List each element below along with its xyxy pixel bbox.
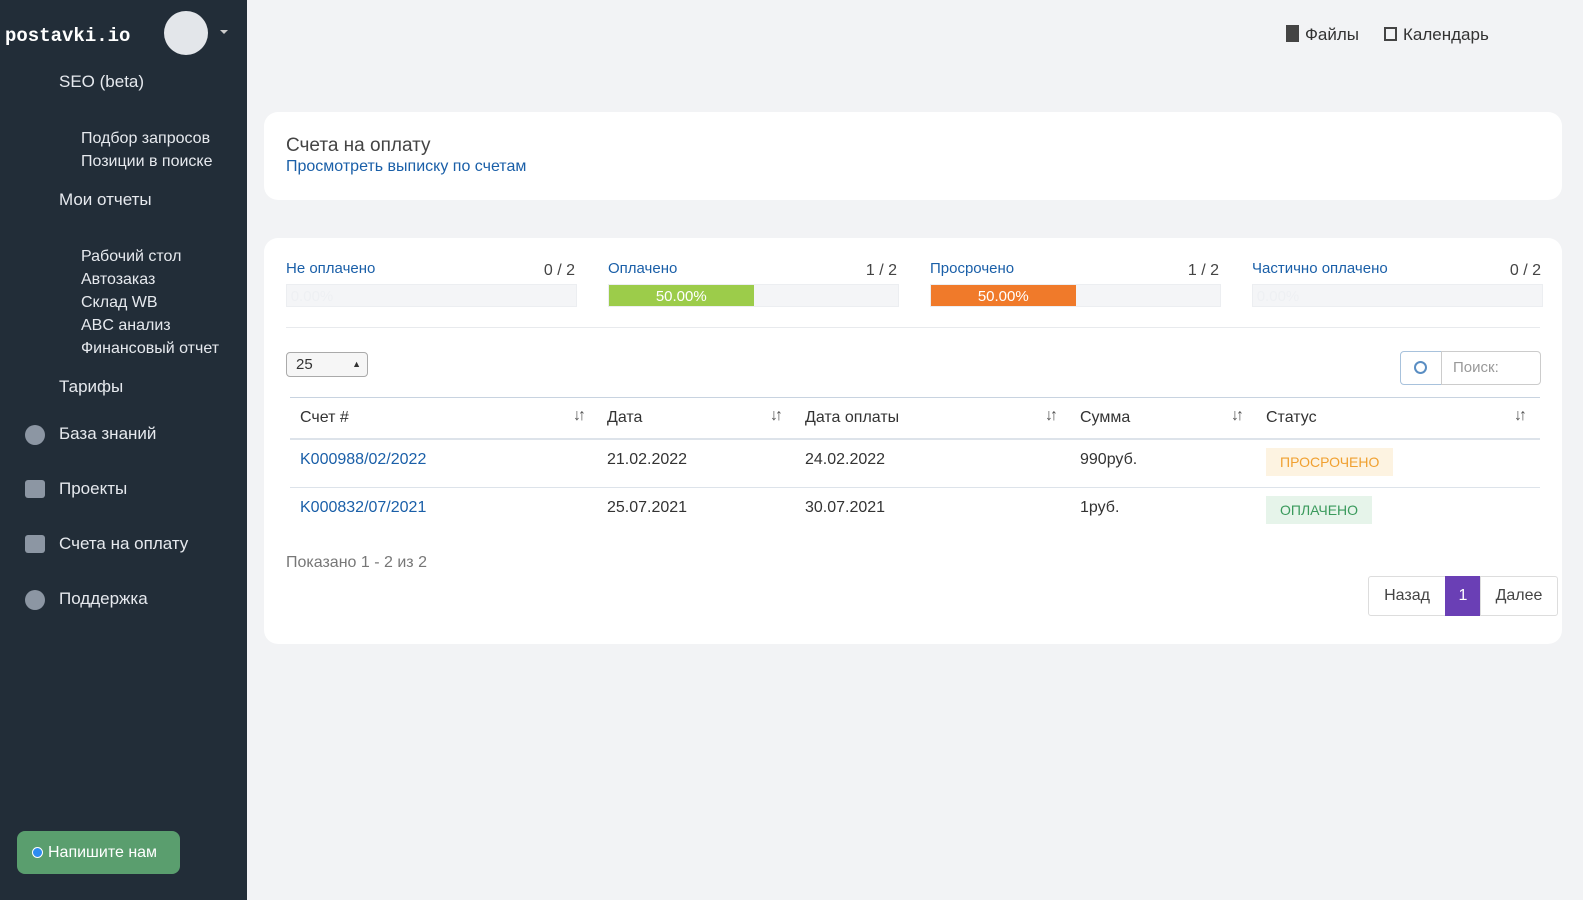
menu-item[interactable]: Подбор запросов	[81, 130, 211, 147]
progress-track: 0.00%	[286, 284, 577, 307]
sort-icon[interactable]: ↓↑	[573, 407, 586, 424]
progress-bar	[609, 285, 754, 306]
avatar-caret[interactable]	[220, 30, 228, 38]
stat-count: 0 / 2	[543, 262, 575, 279]
avatar[interactable]	[164, 11, 208, 55]
progress-track: 50.00%	[608, 284, 899, 307]
card-title: Счета на оплату	[286, 135, 431, 156]
menu-icon	[25, 480, 45, 498]
column-header[interactable]: Статус	[1266, 409, 1317, 426]
invoice-link[interactable]: K000988/02/2022	[300, 451, 427, 468]
prev-page[interactable]: Назад	[1368, 576, 1446, 616]
cell: 25.07.2021	[607, 499, 688, 516]
cell: 990руб.	[1080, 451, 1138, 468]
menu-icon	[25, 425, 45, 445]
progress-label: 0.00%	[290, 288, 334, 305]
cell: 30.07.2021	[805, 499, 886, 516]
menu-item[interactable]: ABC анализ	[81, 317, 171, 334]
menu-item[interactable]: Поддержка	[59, 589, 148, 608]
sort-icon[interactable]: ↓↑	[1514, 407, 1527, 424]
menu-icon	[25, 535, 45, 553]
progress-label: 50.00%	[655, 288, 707, 305]
divider	[286, 327, 1540, 328]
header-card: Счета на оплату Просмотреть выписку по с…	[264, 112, 1562, 200]
invoice-link[interactable]: K000832/07/2021	[300, 499, 427, 516]
calendar-text: Календарь	[1403, 25, 1489, 44]
menu-item[interactable]: Мои отчеты	[59, 190, 152, 209]
status-badge: ОПЛАЧЕНО	[1266, 496, 1373, 524]
cell: 24.02.2022	[805, 451, 886, 468]
progress-bar	[931, 285, 1076, 306]
next-page[interactable]: Далее	[1480, 576, 1558, 616]
header-line	[290, 438, 1540, 440]
stat-label[interactable]: Частично оплачено	[1252, 260, 1388, 277]
progress-label: 50.00%	[977, 288, 1029, 305]
menu-item[interactable]: Автозаказ	[81, 271, 156, 288]
cell: 21.02.2022	[607, 451, 688, 468]
page-length-select[interactable]: 25 ▲	[286, 352, 368, 377]
stat-label[interactable]: Просрочено	[930, 260, 1015, 277]
search-icon[interactable]	[1400, 351, 1442, 385]
calendar-link[interactable]: Календарь	[1384, 25, 1489, 45]
column-header[interactable]: Дата оплаты	[805, 409, 900, 426]
menu-item[interactable]: База знаний	[59, 424, 157, 443]
search-input[interactable]: Поиск:	[1441, 351, 1541, 385]
stat-count: 1 / 2	[865, 262, 897, 279]
menu-item[interactable]: Рабочий стол	[81, 248, 182, 265]
status-badge: ПРОСРОЧЕНО	[1266, 448, 1394, 476]
table-info: Показано 1 - 2 из 2	[286, 554, 427, 571]
column-header[interactable]: Сумма	[1080, 409, 1131, 426]
files-link[interactable]: Файлы	[1286, 25, 1359, 45]
stat-label[interactable]: Оплачено	[608, 260, 678, 277]
statement-link[interactable]: Просмотреть выписку по счетам	[286, 158, 527, 175]
sort-icon[interactable]: ↓↑	[1231, 407, 1244, 424]
menu-item[interactable]: Счета на оплату	[59, 534, 189, 553]
stat-count: 0 / 2	[1509, 262, 1541, 279]
menu-item[interactable]: Финансовый отчет	[81, 340, 220, 357]
row-line	[290, 487, 1540, 488]
sort-icon[interactable]: ↓↑	[1045, 407, 1058, 424]
table-top-line	[290, 397, 1540, 398]
menu-item[interactable]: SEO (beta)	[59, 72, 145, 91]
files-text: Файлы	[1305, 25, 1360, 44]
page-length-value: 25	[296, 356, 313, 373]
menu-icon	[25, 590, 45, 610]
sidebar: postavki.io Напишите нам SEO (beta) Подбо…	[0, 0, 247, 900]
chat-button[interactable]: Напишите нам	[17, 831, 180, 874]
logo[interactable]: postavki.io	[5, 25, 131, 47]
stat-label[interactable]: Не оплачено	[286, 260, 376, 277]
progress-label: 0.00%	[1256, 288, 1300, 305]
menu-item[interactable]: Тарифы	[59, 377, 124, 396]
column-header[interactable]: Счет #	[300, 409, 349, 426]
progress-track: 0.00%	[1252, 284, 1543, 307]
cell: 1руб.	[1080, 499, 1120, 516]
current-page[interactable]: 1	[1445, 576, 1481, 616]
menu-item[interactable]: Проекты	[59, 479, 128, 498]
column-header[interactable]: Дата	[607, 409, 643, 426]
menu-item[interactable]: Склад WB	[81, 294, 158, 311]
sort-icon[interactable]: ↓↑	[770, 407, 783, 424]
menu-item[interactable]: Позиции в поиске	[81, 153, 213, 170]
progress-track: 50.00%	[930, 284, 1221, 307]
stat-count: 1 / 2	[1187, 262, 1219, 279]
